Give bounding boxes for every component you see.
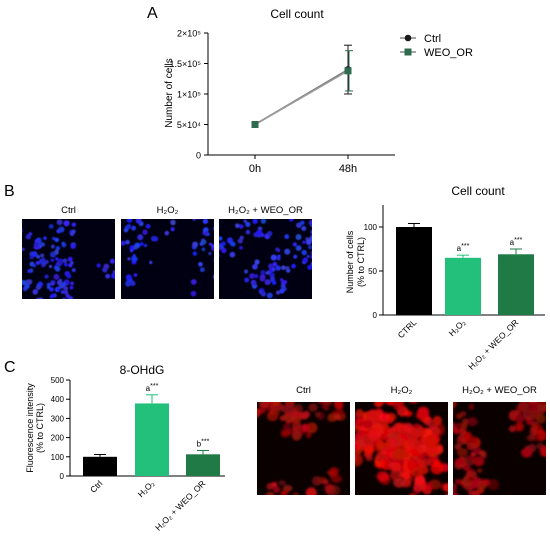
chart-a-point	[251, 121, 259, 128]
micrograph-c-cells	[355, 402, 448, 495]
chart-a-ytick-label: 1.5×10⁵	[169, 59, 201, 69]
micrograph-b-cells	[219, 219, 312, 299]
chart-b-bar	[396, 227, 432, 315]
micrograph-c-label: H₂O₂ + WEO_OR	[462, 385, 537, 396]
legend-label: WEO_OR	[424, 47, 473, 59]
micrograph-b-cells	[22, 219, 115, 299]
chart-c-ylabel-line1: Fluorescence intensity	[25, 383, 35, 473]
chart-c-ytick-label: 500	[51, 376, 65, 385]
micrograph-c-label: H₂O₂	[391, 385, 413, 396]
chart-c-category-label: Ctrl	[88, 478, 104, 494]
chart-a-point	[344, 67, 352, 75]
chart-a-ytick-label: 2×10⁵	[177, 29, 201, 39]
chart-b-category-label: CTRL	[396, 317, 419, 340]
chart-b-title: Cell count	[451, 184, 505, 198]
chart-b-ytick-label: 0	[373, 311, 378, 320]
panel-label-c: C	[4, 359, 16, 376]
chart-c-bar	[83, 456, 117, 476]
chart-c-category-label: H₂O₂ + WEO_OR	[153, 478, 207, 532]
micrographs-c: Ctrl H₂O₂ H₂O₂ + WEO_OR	[257, 385, 546, 495]
chart-b-ytick-label: 50	[368, 267, 377, 276]
chart-a-ytick-label: 1×10⁵	[177, 90, 201, 100]
chart-b-significance-label: a***	[510, 237, 523, 247]
chart-b-category-label: H₂O₂ + WEO_OR	[466, 317, 520, 371]
chart-a-ylabel: Number of cells	[164, 58, 175, 127]
chart-c-ytick-label: 300	[51, 414, 65, 423]
micrograph-b-image	[219, 219, 312, 299]
chart-c-ytick-label: 100	[51, 453, 65, 462]
chart-b-ytick-label: 100	[364, 223, 378, 232]
chart-c-ytick-label: 0	[60, 472, 65, 481]
chart-a-ytick-label: 0	[196, 151, 201, 161]
micrograph-b-label: Ctrl	[61, 205, 76, 216]
chart-c-bar	[135, 403, 169, 476]
chart-a-xtick-label: 0h	[249, 163, 261, 175]
chart-a-xtick-label: 48h	[339, 163, 357, 175]
micrograph-b-label: H₂O₂ + WEO_OR	[228, 205, 303, 216]
chart-b-category-label: H₂O₂	[447, 317, 468, 338]
bar-chart-cell-count: Cell count Number of cells (% to CTRL) 0…	[345, 184, 545, 372]
micrograph-c-label: Ctrl	[296, 385, 311, 396]
micrograph-b-label: H₂O₂	[157, 205, 179, 216]
chart-a-series-line	[254, 70, 349, 126]
panel-label-a: A	[147, 5, 158, 22]
micrograph-c-cells	[453, 402, 546, 495]
micrograph-c-cells	[257, 402, 346, 495]
legend-marker	[404, 34, 412, 42]
chart-b-bar	[498, 254, 534, 315]
bar-chart-8-ohdg: 8-OHdG Fluorescence intensity (% to CTRL…	[25, 363, 225, 533]
chart-a-title: Cell count	[270, 7, 324, 21]
micrographs-b: Ctrl H₂O₂ H₂O₂ + WEO_OR	[22, 205, 312, 299]
chart-c-ytick-label: 200	[51, 434, 65, 443]
chart-c-significance-label: b***	[197, 438, 210, 448]
chart-b-bar	[445, 257, 481, 315]
chart-c-ytick-label: 400	[51, 395, 65, 404]
chart-b-ylabel-line2: (% to CTRL)	[356, 237, 366, 287]
chart-a-ytick-label: 5×10⁴	[177, 120, 201, 130]
chart-c-significance-label: a***	[146, 383, 159, 393]
chart-c-ylabel-line2: (% to CTRL)	[35, 403, 45, 453]
chart-b-ylabel-line1: Number of cells	[345, 230, 355, 293]
line-chart-cell-count: Cell count Number of cells 0 5×10⁴ 1×10⁵ 1.…	[164, 7, 473, 175]
chart-c-bar	[186, 454, 220, 476]
chart-a-legend: Ctrl WEO_OR	[400, 33, 473, 59]
panel-label-b: B	[4, 183, 15, 200]
chart-b-significance-label: a***	[457, 243, 470, 253]
chart-c-title: 8-OHdG	[120, 363, 165, 377]
legend-label: Ctrl	[424, 33, 441, 45]
legend-marker	[404, 48, 412, 56]
micrograph-b-cells	[121, 219, 214, 297]
chart-c-category-label: H₂O₂	[136, 478, 157, 499]
